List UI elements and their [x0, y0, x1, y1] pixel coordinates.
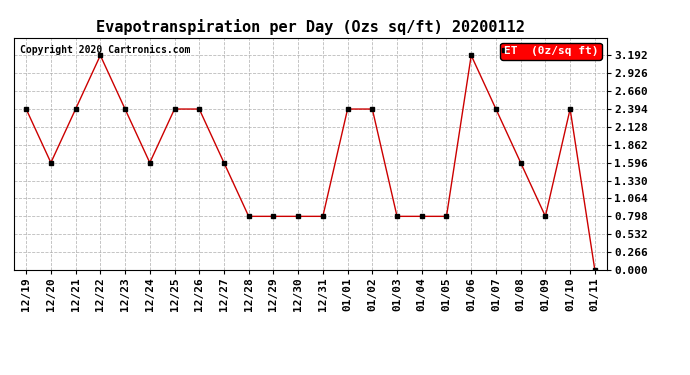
Legend: ET  (0z/sq ft): ET (0z/sq ft) [500, 43, 602, 60]
Title: Evapotranspiration per Day (Ozs sq/ft) 20200112: Evapotranspiration per Day (Ozs sq/ft) 2… [96, 19, 525, 35]
Text: Copyright 2020 Cartronics.com: Copyright 2020 Cartronics.com [20, 45, 190, 54]
